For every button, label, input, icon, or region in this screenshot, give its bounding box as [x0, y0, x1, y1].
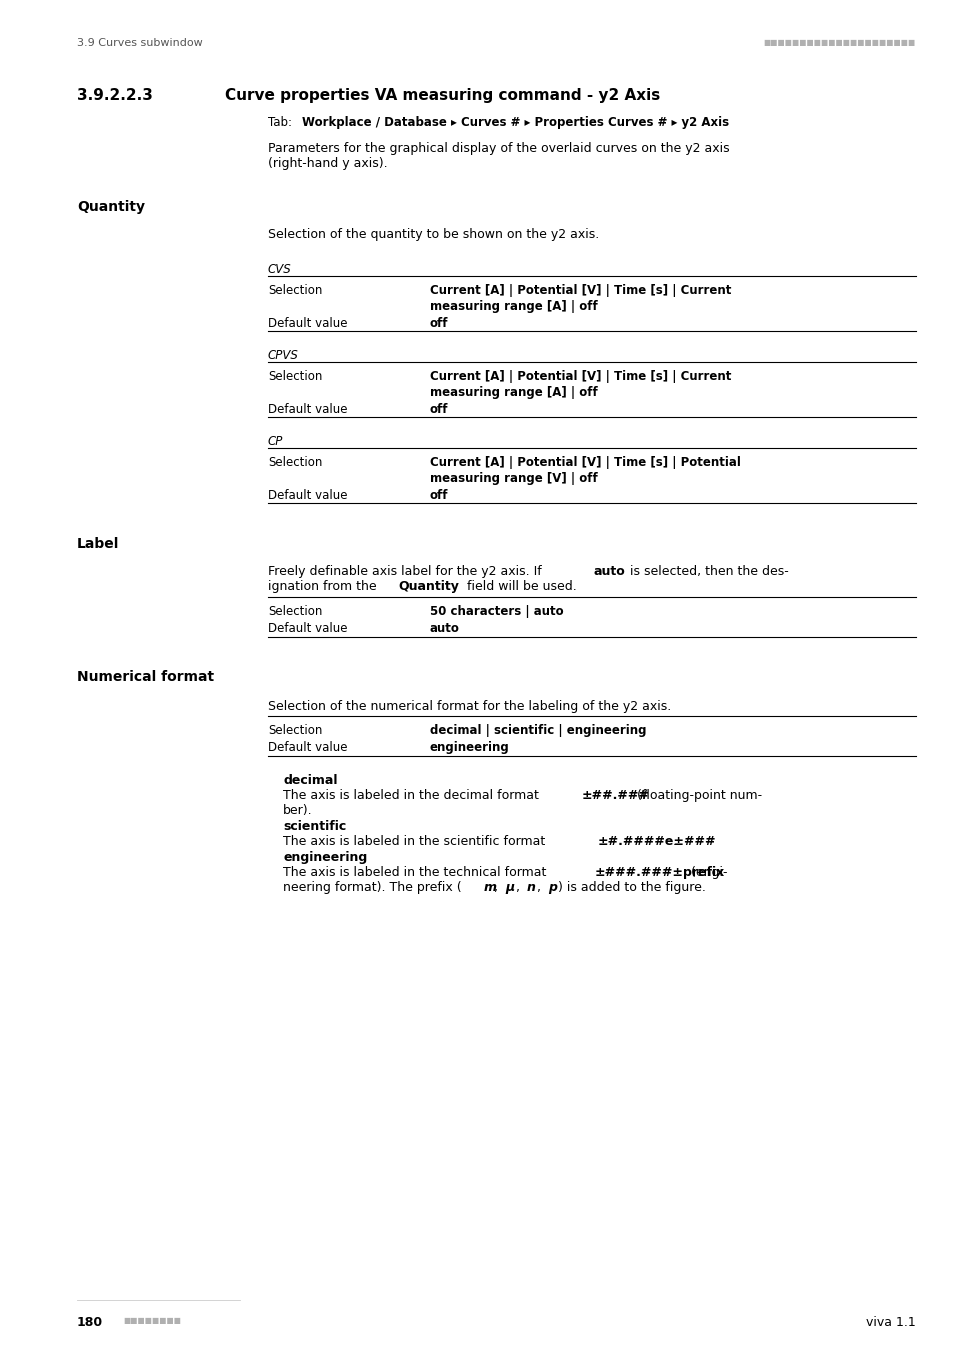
- Text: Selection: Selection: [268, 605, 322, 618]
- Text: Freely definable axis label for the y2 axis. If: Freely definable axis label for the y2 a…: [268, 566, 545, 578]
- Text: ber).: ber).: [283, 805, 313, 817]
- Text: Quantity: Quantity: [77, 200, 145, 215]
- Text: CVS: CVS: [268, 263, 292, 275]
- Text: measuring range [V] | off: measuring range [V] | off: [430, 472, 598, 485]
- Text: (floating-point num-: (floating-point num-: [633, 788, 761, 802]
- Text: Selection of the numerical format for the labeling of the y2 axis.: Selection of the numerical format for th…: [268, 701, 671, 713]
- Text: ,: ,: [494, 882, 501, 894]
- Text: 50 characters | auto: 50 characters | auto: [430, 605, 563, 618]
- Text: 180: 180: [77, 1316, 103, 1328]
- Text: measuring range [A] | off: measuring range [A] | off: [430, 300, 598, 313]
- Text: off: off: [430, 489, 448, 502]
- Text: Default value: Default value: [268, 404, 347, 416]
- Text: ,: ,: [516, 882, 523, 894]
- Text: Selection: Selection: [268, 284, 322, 297]
- Text: .: .: [672, 836, 677, 848]
- Text: (right-hand y axis).: (right-hand y axis).: [268, 157, 387, 170]
- Text: auto: auto: [593, 566, 624, 578]
- Text: The axis is labeled in the decimal format: The axis is labeled in the decimal forma…: [283, 788, 542, 802]
- Text: Default value: Default value: [268, 317, 347, 329]
- Text: neering format). The prefix (: neering format). The prefix (: [283, 882, 461, 894]
- Text: ) is added to the figure.: ) is added to the figure.: [558, 882, 705, 894]
- Text: field will be used.: field will be used.: [462, 580, 577, 593]
- Text: ,: ,: [537, 882, 544, 894]
- Text: Workplace / Database ▸ Curves # ▸ Properties Curves # ▸ y2 Axis: Workplace / Database ▸ Curves # ▸ Proper…: [302, 116, 728, 130]
- Text: Selection: Selection: [268, 724, 322, 737]
- Text: ■■■■■■■■: ■■■■■■■■: [123, 1316, 181, 1324]
- Text: CP: CP: [268, 435, 283, 448]
- Text: Selection of the quantity to be shown on the y2 axis.: Selection of the quantity to be shown on…: [268, 228, 598, 242]
- Text: is selected, then the des-: is selected, then the des-: [625, 566, 788, 578]
- Text: Selection: Selection: [268, 370, 322, 383]
- Text: (engi-: (engi-: [686, 865, 727, 879]
- Text: Current [A] | Potential [V] | Time [s] | Potential: Current [A] | Potential [V] | Time [s] |…: [430, 456, 740, 468]
- Text: Tab:: Tab:: [268, 116, 295, 130]
- Text: 3.9 Curves subwindow: 3.9 Curves subwindow: [77, 38, 203, 49]
- Text: The axis is labeled in the scientific format: The axis is labeled in the scientific fo…: [283, 836, 549, 848]
- Text: engineering: engineering: [283, 850, 367, 864]
- Text: Parameters for the graphical display of the overlaid curves on the y2 axis: Parameters for the graphical display of …: [268, 142, 729, 155]
- Text: scientific: scientific: [283, 819, 346, 833]
- Text: Label: Label: [77, 537, 119, 551]
- Text: viva 1.1: viva 1.1: [865, 1316, 915, 1328]
- Text: decimal: decimal: [283, 774, 337, 787]
- Text: ■■■■■■■■■■■■■■■■■■■■■: ■■■■■■■■■■■■■■■■■■■■■: [763, 38, 915, 47]
- Text: Default value: Default value: [268, 741, 347, 755]
- Text: Default value: Default value: [268, 622, 347, 634]
- Text: n: n: [526, 882, 536, 894]
- Text: Current [A] | Potential [V] | Time [s] | Current: Current [A] | Potential [V] | Time [s] |…: [430, 284, 731, 297]
- Text: Default value: Default value: [268, 489, 347, 502]
- Text: μ: μ: [504, 882, 514, 894]
- Text: ±#.####e±###: ±#.####e±###: [598, 836, 716, 848]
- Text: decimal | scientific | engineering: decimal | scientific | engineering: [430, 724, 646, 737]
- Text: Numerical format: Numerical format: [77, 670, 213, 684]
- Text: 3.9.2.2.3: 3.9.2.2.3: [77, 88, 152, 103]
- Text: Curve properties VA measuring command - y2 Axis: Curve properties VA measuring command - …: [225, 88, 659, 103]
- Text: ignation from the: ignation from the: [268, 580, 380, 593]
- Text: Current [A] | Potential [V] | Time [s] | Current: Current [A] | Potential [V] | Time [s] |…: [430, 370, 731, 383]
- Text: ±##.###: ±##.###: [581, 788, 649, 802]
- Text: auto: auto: [430, 622, 459, 634]
- Text: off: off: [430, 404, 448, 416]
- Text: p: p: [547, 882, 557, 894]
- Text: m: m: [483, 882, 497, 894]
- Text: off: off: [430, 317, 448, 329]
- Text: engineering: engineering: [430, 741, 509, 755]
- Text: ±###.###±prefix: ±###.###±prefix: [595, 865, 724, 879]
- Text: The axis is labeled in the technical format: The axis is labeled in the technical for…: [283, 865, 550, 879]
- Text: measuring range [A] | off: measuring range [A] | off: [430, 386, 598, 400]
- Text: Quantity: Quantity: [397, 580, 458, 593]
- Text: Selection: Selection: [268, 456, 322, 468]
- Text: CPVS: CPVS: [268, 350, 298, 362]
